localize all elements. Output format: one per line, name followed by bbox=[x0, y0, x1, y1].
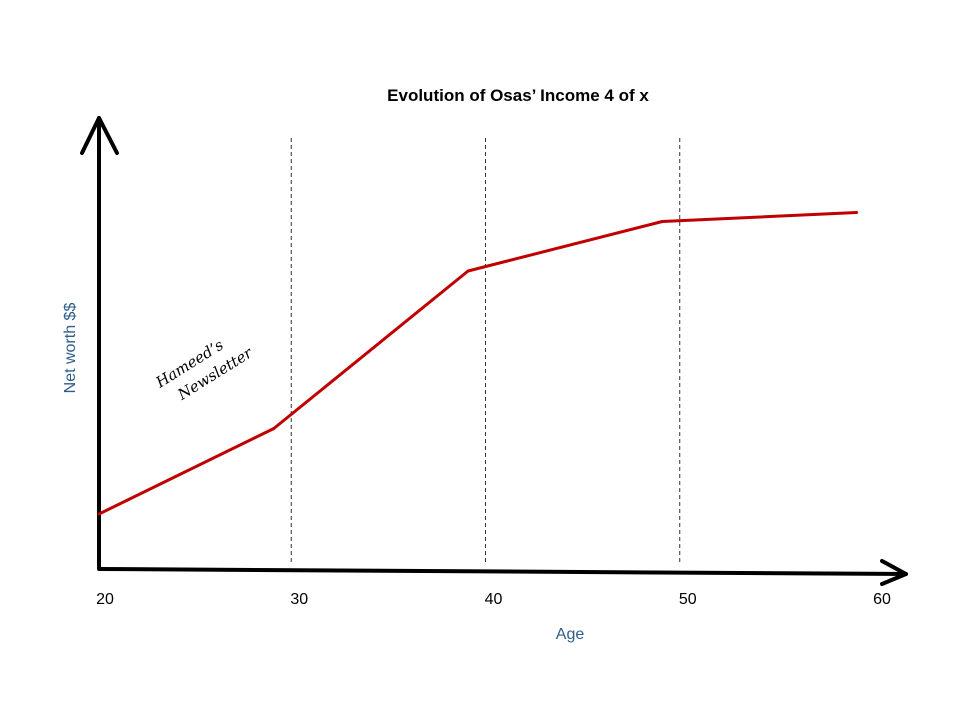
x-tick-label-40: 40 bbox=[485, 591, 503, 608]
x-tick-label-50: 50 bbox=[679, 591, 697, 608]
series-layer bbox=[97, 211, 859, 516]
x-axis-label: Age bbox=[556, 626, 585, 643]
series-line-0 bbox=[98, 211, 857, 516]
data-point-1 bbox=[272, 427, 276, 430]
x-axis-arrowhead bbox=[880, 559, 908, 586]
y-axis-label: Net worth $$ bbox=[62, 303, 79, 394]
x-tick-label-30: 30 bbox=[290, 591, 308, 608]
x-tick-label-60: 60 bbox=[873, 591, 891, 608]
data-point-0 bbox=[97, 512, 101, 516]
x-tick-label-20: 20 bbox=[96, 591, 114, 608]
y-axis-arrowhead bbox=[80, 116, 119, 155]
vertical-gridlines bbox=[290, 138, 681, 562]
chart-title: Evolution of Osas’ Income 4 of x bbox=[387, 86, 649, 105]
x-tick-labels: 20 30 40 50 60 bbox=[96, 591, 891, 608]
data-point-3 bbox=[660, 220, 664, 223]
newsletter-watermark: Hameed’s Newsletter bbox=[152, 336, 256, 405]
data-point-4 bbox=[855, 211, 859, 214]
x-axis bbox=[97, 567, 908, 576]
data-point-2 bbox=[466, 269, 470, 273]
